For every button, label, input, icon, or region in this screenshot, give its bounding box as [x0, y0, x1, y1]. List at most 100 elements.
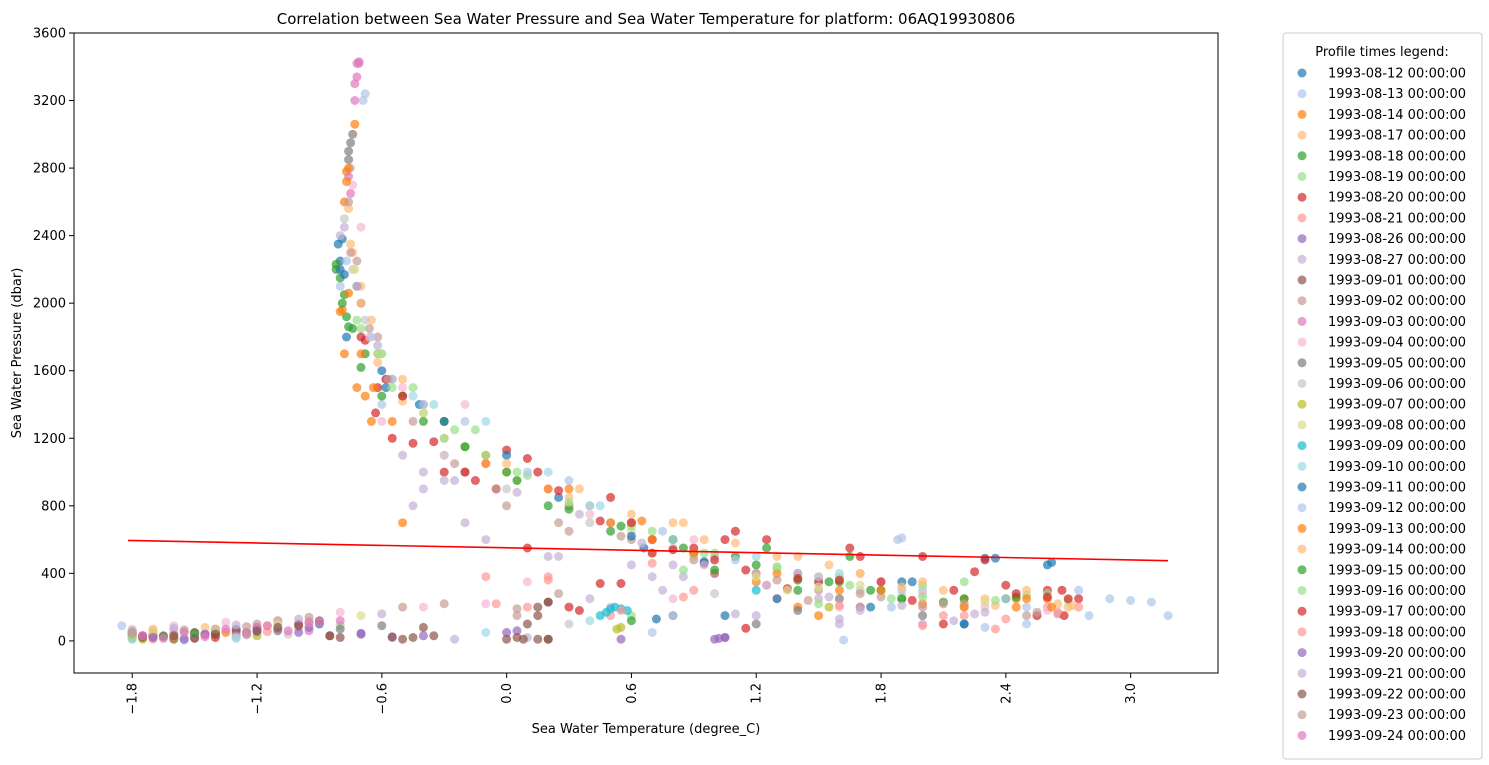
data-point: [876, 585, 886, 595]
data-point: [1163, 611, 1173, 621]
data-point: [1001, 594, 1011, 604]
data-point: [834, 575, 844, 585]
data-point: [337, 298, 347, 308]
legend-label: 1993-09-12 00:00:00: [1328, 501, 1466, 516]
data-point: [616, 606, 626, 615]
legend-label: 1993-08-20 00:00:00: [1328, 191, 1466, 206]
legend-marker: [1297, 213, 1307, 223]
data-point: [429, 437, 439, 447]
data-point: [839, 635, 849, 645]
data-point: [179, 634, 189, 644]
data-point: [350, 79, 360, 89]
data-point: [689, 555, 699, 565]
legend-item: 1993-09-08 00:00:00: [1297, 418, 1466, 433]
data-point: [491, 599, 501, 609]
data-point: [200, 622, 210, 632]
data-point: [543, 572, 553, 582]
data-point: [418, 602, 428, 612]
data-point: [647, 572, 657, 582]
data-point: [606, 492, 616, 502]
data-point: [772, 575, 782, 585]
data-point: [612, 624, 622, 634]
data-point: [418, 416, 428, 426]
x-axis-label: Sea Water Temperature (degree_C): [532, 722, 761, 737]
data-point: [533, 611, 543, 621]
data-point: [772, 594, 782, 604]
data-point: [793, 606, 803, 615]
data-point: [1022, 585, 1032, 595]
data-point: [138, 631, 148, 641]
data-point: [231, 620, 241, 630]
data-point: [543, 467, 553, 477]
data-point: [959, 602, 969, 612]
data-point: [364, 324, 374, 333]
data-point: [350, 264, 360, 274]
data-point: [834, 594, 844, 604]
data-point: [337, 305, 347, 315]
legend-label: 1993-09-08 00:00:00: [1328, 418, 1466, 433]
legend-label: 1993-08-17 00:00:00: [1328, 129, 1466, 144]
data-point: [678, 543, 688, 553]
legend-marker: [1297, 316, 1307, 326]
data-point: [907, 577, 917, 587]
legend-marker: [1297, 358, 1307, 368]
data-point: [741, 623, 751, 633]
data-point: [522, 619, 532, 629]
data-point: [377, 400, 387, 409]
data-point: [595, 611, 605, 621]
data-point: [543, 552, 553, 561]
data-point: [252, 626, 262, 636]
data-point: [970, 567, 980, 577]
legend-label: 1993-09-21 00:00:00: [1328, 667, 1466, 682]
legend-label: 1993-09-05 00:00:00: [1328, 356, 1466, 371]
data-point: [210, 629, 220, 639]
legend-item: 1993-08-20 00:00:00: [1297, 191, 1466, 206]
x-tick-label: 2.4: [999, 683, 1014, 704]
data-point: [491, 484, 501, 494]
data-point: [606, 518, 616, 528]
data-point: [1146, 597, 1156, 607]
data-point: [574, 509, 584, 519]
legend-label: 1993-09-16 00:00:00: [1328, 584, 1466, 599]
data-point: [626, 616, 636, 626]
data-point: [470, 476, 480, 485]
data-point: [824, 577, 834, 587]
legend-label: 1993-09-02 00:00:00: [1328, 294, 1466, 309]
data-point: [190, 633, 200, 643]
data-point: [720, 611, 730, 621]
data-point: [918, 577, 928, 587]
data-point: [512, 467, 522, 477]
legend-item: 1993-09-03 00:00:00: [1297, 315, 1466, 330]
data-point: [772, 562, 782, 572]
data-point: [377, 391, 387, 401]
data-point: [354, 58, 364, 68]
data-point: [333, 239, 343, 249]
data-point: [834, 601, 844, 610]
data-point: [595, 501, 605, 511]
data-point: [360, 391, 370, 401]
data-point: [959, 577, 969, 587]
data-point: [938, 619, 948, 629]
data-point: [242, 622, 252, 632]
legend-item: 1993-09-21 00:00:00: [1297, 667, 1466, 682]
y-tick-label: 1600: [33, 364, 66, 379]
data-point: [460, 442, 470, 452]
data-point: [439, 599, 449, 609]
data-point: [1022, 602, 1032, 612]
data-point: [595, 516, 605, 526]
data-point: [450, 425, 460, 435]
data-point: [751, 585, 761, 595]
y-axis: 0 400 800 1200 1600 2000 2400 2800 3200 3600: [33, 27, 74, 649]
data-point: [294, 621, 304, 631]
data-point: [918, 611, 928, 621]
data-point: [647, 628, 657, 637]
data-point: [803, 595, 813, 605]
x-tick-label: 1.8: [875, 683, 890, 704]
data-point: [335, 607, 345, 617]
data-point: [381, 383, 391, 393]
chart-title: Correlation between Sea Water Pressure a…: [277, 10, 1016, 28]
legend-item: 1993-09-07 00:00:00: [1297, 398, 1466, 413]
legend-items: 1993-08-12 00:00:00 1993-08-13 00:00:00 19…: [1297, 67, 1466, 744]
data-point: [418, 467, 428, 477]
y-tick-label: 400: [41, 567, 66, 582]
